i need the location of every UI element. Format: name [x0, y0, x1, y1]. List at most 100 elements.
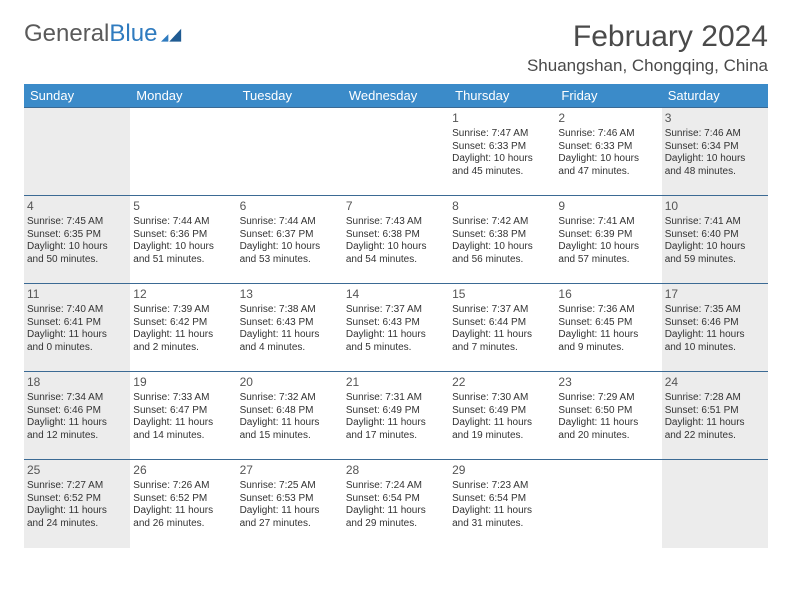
day-number: 19 [133, 375, 233, 390]
sunset-text: Sunset: 6:43 PM [240, 317, 340, 330]
daylight-text: Daylight: 11 hours [452, 505, 552, 518]
dayname-mon: Monday [130, 84, 236, 108]
day-number: 8 [452, 199, 552, 214]
daylight-text: Daylight: 11 hours [133, 329, 233, 342]
calendar-cell: 7Sunrise: 7:43 AMSunset: 6:38 PMDaylight… [343, 196, 449, 284]
sunrise-text: Sunrise: 7:39 AM [133, 304, 233, 317]
calendar-cell: 10Sunrise: 7:41 AMSunset: 6:40 PMDayligh… [662, 196, 768, 284]
daylight-text: and 59 minutes. [665, 254, 765, 267]
daylight-text: Daylight: 10 hours [27, 241, 127, 254]
daylight-text: and 50 minutes. [27, 254, 127, 267]
calendar-week-row: 11Sunrise: 7:40 AMSunset: 6:41 PMDayligh… [24, 284, 768, 372]
sunrise-text: Sunrise: 7:46 AM [665, 128, 765, 141]
daylight-text: and 9 minutes. [558, 342, 658, 355]
sunrise-text: Sunrise: 7:34 AM [27, 392, 127, 405]
sunset-text: Sunset: 6:47 PM [133, 405, 233, 418]
sunset-text: Sunset: 6:54 PM [452, 493, 552, 506]
sunset-text: Sunset: 6:50 PM [558, 405, 658, 418]
calendar-cell: 29Sunrise: 7:23 AMSunset: 6:54 PMDayligh… [449, 460, 555, 548]
daylight-text: and 14 minutes. [133, 430, 233, 443]
daylight-text: and 7 minutes. [452, 342, 552, 355]
logo: GeneralBlue [24, 20, 183, 48]
day-number: 24 [665, 375, 765, 390]
daylight-text: and 48 minutes. [665, 166, 765, 179]
calendar-cell: 22Sunrise: 7:30 AMSunset: 6:49 PMDayligh… [449, 372, 555, 460]
daylight-text: Daylight: 11 hours [27, 329, 127, 342]
daylight-text: and 31 minutes. [452, 518, 552, 531]
daylight-text: Daylight: 11 hours [452, 329, 552, 342]
sunrise-text: Sunrise: 7:38 AM [240, 304, 340, 317]
day-number: 3 [665, 111, 765, 126]
day-number: 2 [558, 111, 658, 126]
header: GeneralBlue February 2024 Shuangshan, Ch… [24, 20, 768, 76]
sunset-text: Sunset: 6:40 PM [665, 229, 765, 242]
sunset-text: Sunset: 6:49 PM [346, 405, 446, 418]
sunset-text: Sunset: 6:38 PM [452, 229, 552, 242]
sunset-text: Sunset: 6:39 PM [558, 229, 658, 242]
sunrise-text: Sunrise: 7:47 AM [452, 128, 552, 141]
sunset-text: Sunset: 6:35 PM [27, 229, 127, 242]
sunrise-text: Sunrise: 7:28 AM [665, 392, 765, 405]
sunset-text: Sunset: 6:33 PM [558, 141, 658, 154]
daylight-text: Daylight: 11 hours [240, 329, 340, 342]
sunset-text: Sunset: 6:37 PM [240, 229, 340, 242]
day-number: 27 [240, 463, 340, 478]
sunrise-text: Sunrise: 7:29 AM [558, 392, 658, 405]
daylight-text: Daylight: 11 hours [133, 505, 233, 518]
calendar-cell: 5Sunrise: 7:44 AMSunset: 6:36 PMDaylight… [130, 196, 236, 284]
daylight-text: and 15 minutes. [240, 430, 340, 443]
daylight-text: Daylight: 10 hours [346, 241, 446, 254]
daylight-text: and 54 minutes. [346, 254, 446, 267]
daylight-text: and 51 minutes. [133, 254, 233, 267]
sunrise-text: Sunrise: 7:33 AM [133, 392, 233, 405]
dayname-wed: Wednesday [343, 84, 449, 108]
daylight-text: and 29 minutes. [346, 518, 446, 531]
daylight-text: and 19 minutes. [452, 430, 552, 443]
day-number: 20 [240, 375, 340, 390]
sunrise-text: Sunrise: 7:23 AM [452, 480, 552, 493]
sunrise-text: Sunrise: 7:24 AM [346, 480, 446, 493]
calendar-cell: 23Sunrise: 7:29 AMSunset: 6:50 PMDayligh… [555, 372, 661, 460]
daylight-text: Daylight: 10 hours [558, 153, 658, 166]
calendar-cell: 24Sunrise: 7:28 AMSunset: 6:51 PMDayligh… [662, 372, 768, 460]
calendar-week-row: 25Sunrise: 7:27 AMSunset: 6:52 PMDayligh… [24, 460, 768, 548]
daylight-text: and 27 minutes. [240, 518, 340, 531]
daylight-text: Daylight: 10 hours [558, 241, 658, 254]
dayname-thu: Thursday [449, 84, 555, 108]
sunset-text: Sunset: 6:38 PM [346, 229, 446, 242]
sunset-text: Sunset: 6:48 PM [240, 405, 340, 418]
daylight-text: Daylight: 11 hours [665, 329, 765, 342]
calendar-cell: 8Sunrise: 7:42 AMSunset: 6:38 PMDaylight… [449, 196, 555, 284]
calendar-cell: 28Sunrise: 7:24 AMSunset: 6:54 PMDayligh… [343, 460, 449, 548]
calendar-week-row: 18Sunrise: 7:34 AMSunset: 6:46 PMDayligh… [24, 372, 768, 460]
day-number: 7 [346, 199, 446, 214]
day-number: 11 [27, 287, 127, 302]
sunset-text: Sunset: 6:54 PM [346, 493, 446, 506]
calendar-cell: 2Sunrise: 7:46 AMSunset: 6:33 PMDaylight… [555, 108, 661, 196]
calendar-cell [343, 108, 449, 196]
day-number: 1 [452, 111, 552, 126]
daylight-text: and 0 minutes. [27, 342, 127, 355]
sunrise-text: Sunrise: 7:35 AM [665, 304, 765, 317]
sunrise-text: Sunrise: 7:37 AM [346, 304, 446, 317]
sunrise-text: Sunrise: 7:32 AM [240, 392, 340, 405]
sunset-text: Sunset: 6:51 PM [665, 405, 765, 418]
calendar-cell [130, 108, 236, 196]
calendar-week-row: 1Sunrise: 7:47 AMSunset: 6:33 PMDaylight… [24, 108, 768, 196]
sunset-text: Sunset: 6:52 PM [133, 493, 233, 506]
day-number: 26 [133, 463, 233, 478]
day-number: 22 [452, 375, 552, 390]
sunrise-text: Sunrise: 7:26 AM [133, 480, 233, 493]
calendar-cell: 11Sunrise: 7:40 AMSunset: 6:41 PMDayligh… [24, 284, 130, 372]
sunset-text: Sunset: 6:46 PM [27, 405, 127, 418]
daylight-text: Daylight: 10 hours [665, 153, 765, 166]
day-number: 6 [240, 199, 340, 214]
day-number: 28 [346, 463, 446, 478]
daylight-text: Daylight: 11 hours [558, 329, 658, 342]
sunrise-text: Sunrise: 7:31 AM [346, 392, 446, 405]
calendar-cell: 6Sunrise: 7:44 AMSunset: 6:37 PMDaylight… [237, 196, 343, 284]
daylight-text: Daylight: 10 hours [452, 153, 552, 166]
dayname-sat: Saturday [662, 84, 768, 108]
day-number: 5 [133, 199, 233, 214]
day-number: 25 [27, 463, 127, 478]
